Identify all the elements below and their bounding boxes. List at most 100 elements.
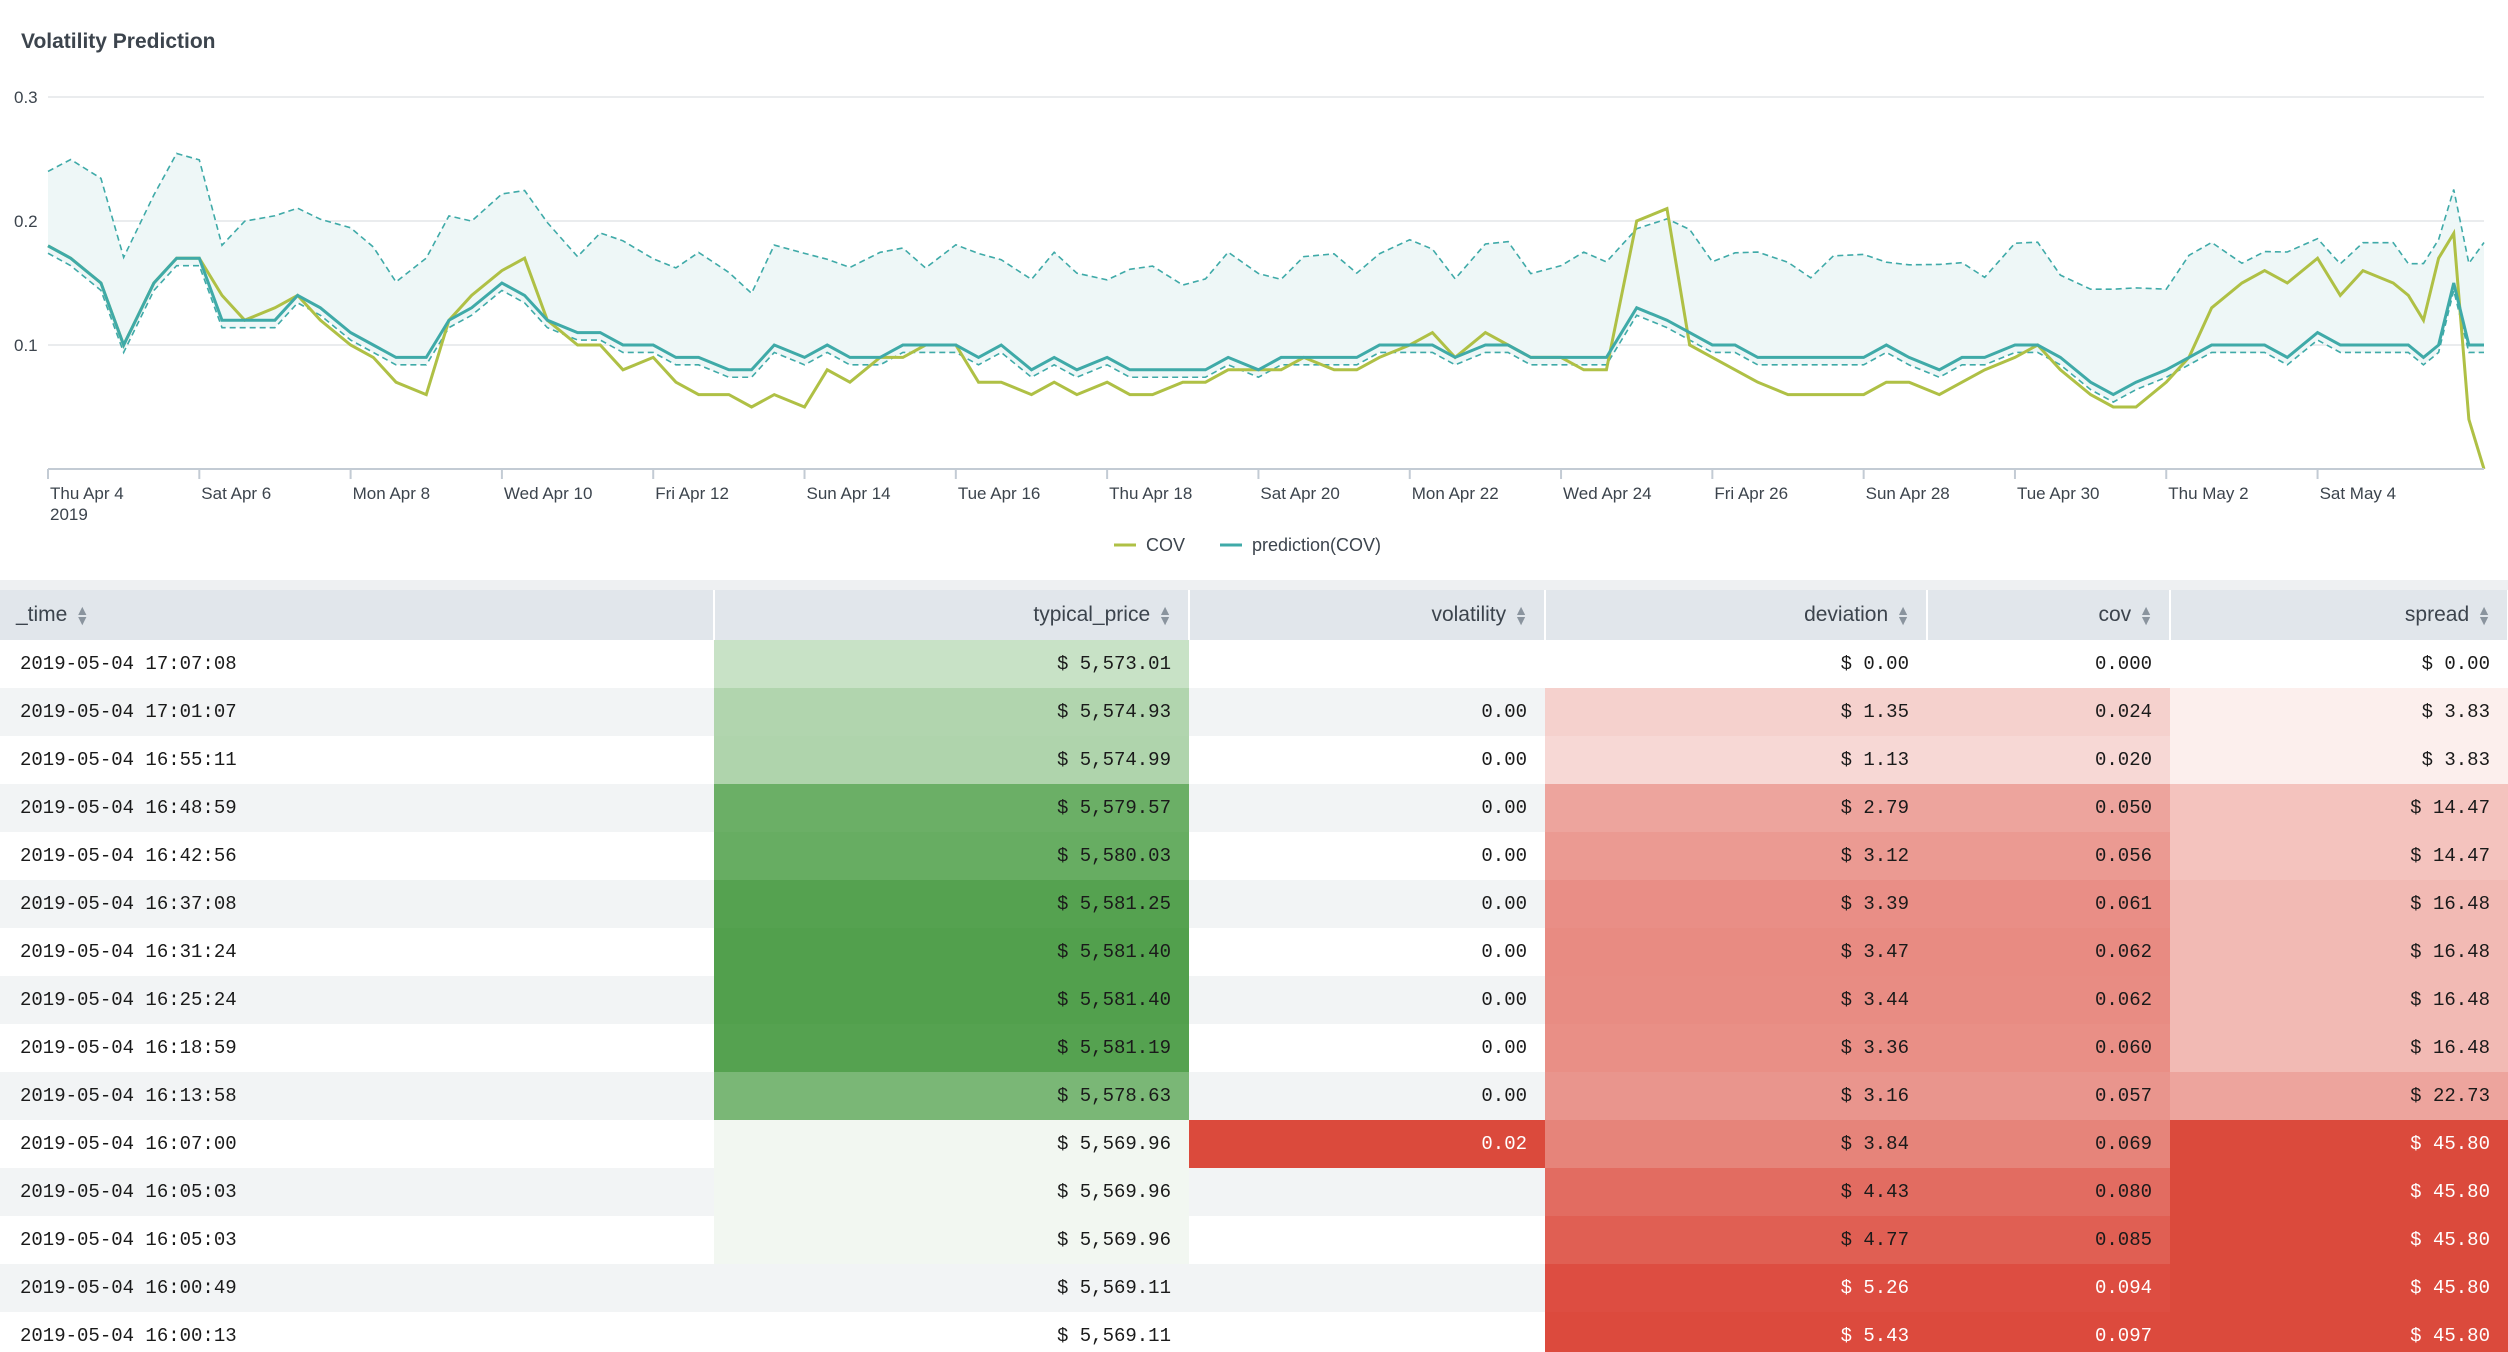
cell-time: 2019-05-04 16:05:03 — [0, 1168, 714, 1216]
cell-deviation: $ 0.00 — [1545, 640, 1927, 688]
table-row[interactable]: 2019-05-04 16:07:00 $ 5,569.96 0.02 $ 3.84 0… — [0, 1120, 2508, 1168]
cell-cov: 0.094 — [1927, 1264, 2170, 1312]
x-tick-label: Sat Apr 6 — [201, 484, 271, 503]
x-tick-label: Tue Apr 16 — [958, 484, 1041, 503]
x-tick-label: Thu Apr 4 — [50, 484, 124, 503]
results-table: _time ▲ ▼ typical_price ▲ ▼ volatility ▲ ▼ dev… — [0, 590, 2508, 1352]
y-tick-label: 0.3 — [14, 88, 38, 107]
chart-panel: Volatility Prediction 0.3 0.2 0.1 Thu Apr 4… — [0, 0, 2508, 580]
table-header-row: _time ▲ ▼ typical_price ▲ ▼ volatility ▲ ▼ dev… — [0, 590, 2508, 640]
table-row[interactable]: 2019-05-04 16:37:08 $ 5,581.25 0.00 $ 3.39 0… — [0, 880, 2508, 928]
cell-spread: $ 45.80 — [2170, 1312, 2508, 1352]
cell-spread: $ 45.80 — [2170, 1216, 2508, 1264]
cell-spread: $ 3.83 — [2170, 736, 2508, 784]
column-header-label: _time — [16, 603, 68, 626]
cell-volatility — [1189, 640, 1545, 688]
cell-typical-price: $ 5,574.93 — [714, 688, 1189, 736]
column-header-spread[interactable]: spread ▲ ▼ — [2170, 590, 2508, 640]
cell-spread: $ 16.48 — [2170, 1024, 2508, 1072]
cell-volatility: 0.00 — [1189, 1024, 1545, 1072]
cell-typical-price: $ 5,578.63 — [714, 1072, 1189, 1120]
series-line-cov — [47, 206, 2486, 470]
cell-spread: $ 16.48 — [2170, 928, 2508, 976]
cell-time: 2019-05-04 16:31:24 — [0, 928, 714, 976]
x-tick-label: Mon Apr 8 — [353, 484, 431, 503]
cell-spread: $ 45.80 — [2170, 1168, 2508, 1216]
table-row[interactable]: 2019-05-04 16:25:24 $ 5,581.40 0.00 $ 3.44 0… — [0, 976, 2508, 1024]
table-row[interactable]: 2019-05-04 16:00:13 $ 5,569.11 $ 5.43 0.097… — [0, 1312, 2508, 1352]
table-row[interactable]: 2019-05-04 16:42:56 $ 5,580.03 0.00 $ 3.12 0… — [0, 832, 2508, 880]
sort-icon[interactable]: ▲ ▼ — [2139, 602, 2153, 629]
cell-spread: $ 3.83 — [2170, 688, 2508, 736]
sort-icon[interactable]: ▲ ▼ — [75, 602, 90, 629]
x-year-label: 2019 — [50, 505, 88, 524]
legend-label: prediction(COV) — [1252, 535, 1381, 555]
cell-deviation: $ 4.77 — [1545, 1216, 1927, 1264]
table-row[interactable]: 2019-05-04 16:48:59 $ 5,579.57 0.00 $ 2.79 0… — [0, 784, 2508, 832]
column-header-typical-price[interactable]: typical_price ▲ ▼ — [714, 590, 1190, 640]
cell-deviation: $ 3.36 — [1545, 1024, 1927, 1072]
table-row[interactable]: 2019-05-04 16:13:58 $ 5,578.63 0.00 $ 3.16 0… — [0, 1072, 2508, 1120]
prediction-lower-bound — [47, 252, 2484, 403]
table-row[interactable]: 2019-05-04 17:07:08 $ 5,573.01 $ 0.00 0.000… — [0, 640, 2508, 688]
results-table-wrapper: _time ▲ ▼ typical_price ▲ ▼ volatility ▲ ▼ dev… — [0, 590, 2508, 1352]
cell-typical-price: $ 5,581.25 — [714, 880, 1189, 928]
cell-time: 2019-05-04 17:01:07 — [0, 688, 714, 736]
cell-cov: 0.080 — [1927, 1168, 2170, 1216]
cell-volatility: 0.02 — [1189, 1120, 1545, 1168]
x-tick-label: Fri Apr 12 — [655, 484, 729, 503]
cell-spread: $ 45.80 — [2170, 1120, 2508, 1168]
table-row[interactable]: 2019-05-04 16:05:03 $ 5,569.96 $ 4.43 0.080… — [0, 1168, 2508, 1216]
cell-volatility: 0.00 — [1189, 976, 1545, 1024]
cell-typical-price: $ 5,569.11 — [714, 1312, 1189, 1352]
cell-typical-price: $ 5,581.40 — [714, 928, 1189, 976]
cell-typical-price: $ 5,573.01 — [714, 640, 1189, 688]
cell-cov: 0.050 — [1927, 784, 2170, 832]
legend-label: COV — [1146, 535, 1185, 555]
sort-icon[interactable]: ▲ ▼ — [1896, 602, 1910, 629]
cell-spread: $ 45.80 — [2170, 1264, 2508, 1312]
cell-deviation: $ 3.16 — [1545, 1072, 1927, 1120]
table-row[interactable]: 2019-05-04 16:00:49 $ 5,569.11 $ 5.26 0.094… — [0, 1264, 2508, 1312]
cell-typical-price: $ 5,569.96 — [714, 1168, 1189, 1216]
column-header-deviation[interactable]: deviation ▲ ▼ — [1545, 590, 1928, 640]
table-row[interactable]: 2019-05-04 16:18:59 $ 5,581.19 0.00 $ 3.36 0… — [0, 1024, 2508, 1072]
cell-cov: 0.024 — [1927, 688, 2170, 736]
cell-time: 2019-05-04 16:13:58 — [0, 1072, 714, 1120]
cell-deviation: $ 3.39 — [1545, 880, 1927, 928]
table-row[interactable]: 2019-05-04 17:01:07 $ 5,574.93 0.00 $ 1.35 0… — [0, 688, 2508, 736]
sort-icon[interactable]: ▲ ▼ — [1158, 602, 1172, 629]
cell-cov: 0.061 — [1927, 880, 2170, 928]
x-tick-label: Wed Apr 24 — [1563, 484, 1652, 503]
x-tick-label: Sat May 4 — [2320, 484, 2397, 503]
cell-cov: 0.056 — [1927, 832, 2170, 880]
cell-volatility — [1189, 1168, 1545, 1216]
table-row[interactable]: 2019-05-04 16:55:11 $ 5,574.99 0.00 $ 1.13 0… — [0, 736, 2508, 784]
cell-typical-price: $ 5,574.99 — [714, 736, 1189, 784]
cell-time: 2019-05-04 16:48:59 — [0, 784, 714, 832]
cell-deviation: $ 3.47 — [1545, 928, 1927, 976]
cell-volatility: 0.00 — [1189, 784, 1545, 832]
cell-cov: 0.062 — [1927, 976, 2170, 1024]
cell-time: 2019-05-04 17:07:08 — [0, 640, 714, 688]
cell-typical-price: $ 5,569.96 — [714, 1216, 1189, 1264]
table-row[interactable]: 2019-05-04 16:05:03 $ 5,569.96 $ 4.77 0.085… — [0, 1216, 2508, 1264]
x-tick-label: Fri Apr 26 — [1714, 484, 1788, 503]
sort-icon[interactable]: ▲ ▼ — [2477, 602, 2491, 629]
cell-deviation: $ 5.43 — [1545, 1312, 1927, 1352]
cell-typical-price: $ 5,581.40 — [714, 976, 1189, 1024]
cell-deviation: $ 3.84 — [1545, 1120, 1927, 1168]
x-tick-label: Sat Apr 20 — [1260, 484, 1339, 503]
column-header-volatility[interactable]: volatility ▲ ▼ — [1189, 590, 1546, 640]
cell-typical-price: $ 5,569.11 — [714, 1264, 1189, 1312]
table-row[interactable]: 2019-05-04 16:31:24 $ 5,581.40 0.00 $ 3.47 0… — [0, 928, 2508, 976]
column-header-time[interactable]: _time ▲ ▼ — [0, 590, 715, 640]
cell-volatility: 0.00 — [1189, 1072, 1545, 1120]
column-header-cov[interactable]: cov ▲ ▼ — [1927, 590, 2171, 640]
panel-title: Volatility Prediction — [21, 30, 216, 53]
cell-volatility: 0.00 — [1189, 688, 1545, 736]
x-tick-label: Tue Apr 30 — [2017, 484, 2100, 503]
sort-icon[interactable]: ▲ ▼ — [1514, 602, 1528, 629]
cell-typical-price: $ 5,581.19 — [714, 1024, 1189, 1072]
cell-spread: $ 16.48 — [2170, 976, 2508, 1024]
